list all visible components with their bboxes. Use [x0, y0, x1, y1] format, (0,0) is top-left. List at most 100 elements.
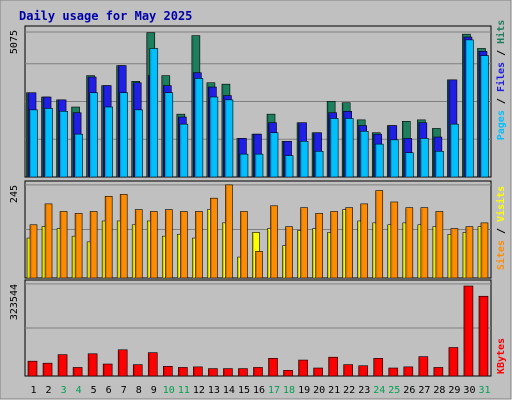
bar-kbytes — [373, 358, 384, 377]
x-tick-label: 8 — [136, 385, 142, 396]
bar-kbytes — [298, 359, 308, 377]
legend: Pages / Files / Hits — [495, 20, 507, 141]
x-tick-label: 29 — [448, 385, 460, 396]
bar-sites — [450, 228, 459, 279]
x-tick-label: 4 — [76, 385, 82, 396]
y-tick-label: 323544 — [9, 284, 20, 320]
bar-sites — [134, 209, 143, 279]
legend-separator: / — [496, 50, 507, 56]
legend-item: Pages — [496, 110, 507, 140]
bar-pages — [209, 96, 219, 178]
bar-sites — [330, 211, 338, 279]
x-tick-label: 30 — [463, 385, 475, 396]
x-tick-label: 23 — [358, 385, 370, 396]
bar-pages — [164, 92, 174, 178]
x-tick-label: 16 — [253, 385, 265, 396]
bar-sites — [119, 194, 128, 279]
bar-sites — [285, 226, 293, 279]
bar-pages — [239, 153, 249, 178]
legend-item: Files — [495, 62, 507, 92]
bar-kbytes — [178, 367, 188, 377]
legend-item: Sites — [495, 240, 507, 270]
bar-pages — [314, 150, 324, 178]
bar-kbytes — [403, 366, 414, 377]
bar-sites — [405, 207, 414, 279]
bar-kbytes — [117, 349, 128, 377]
bar-pages — [149, 48, 159, 178]
bar-pages — [59, 111, 68, 178]
bar-pages — [134, 109, 144, 178]
bar-sites — [210, 197, 218, 279]
bar-sites — [270, 205, 278, 279]
legend-item: Hits — [495, 20, 507, 44]
bar-pages — [119, 92, 128, 178]
bar-pages — [254, 153, 264, 178]
bar-sites — [74, 213, 83, 279]
x-tick-label: 5 — [91, 385, 97, 396]
bar-kbytes — [418, 356, 429, 377]
x-tick-label: 1 — [31, 385, 37, 396]
legend-item: KBytes — [496, 338, 507, 374]
bar-kbytes — [313, 367, 323, 377]
bar-kbytes — [132, 364, 143, 377]
x-tick-label: 18 — [283, 385, 295, 396]
bar-sites — [164, 209, 173, 279]
x-tick-label: 3 — [61, 385, 67, 396]
legend-separator: / — [496, 228, 507, 234]
bar-pages — [480, 55, 489, 178]
bar-pages — [389, 139, 399, 178]
bar-pages — [344, 118, 354, 178]
bar-pages — [44, 108, 53, 178]
bar-sites — [390, 201, 399, 279]
bar-kbytes — [57, 354, 68, 377]
bar-kbytes — [358, 365, 369, 377]
x-tick-label: 17 — [268, 385, 280, 396]
bar-pages — [359, 130, 369, 178]
bar-pages — [450, 123, 459, 178]
bar-kbytes — [42, 362, 53, 377]
x-tick-label: 6 — [106, 385, 112, 396]
x-tick-label: 14 — [223, 385, 235, 396]
bar-kbytes — [102, 363, 113, 377]
bar-sites — [225, 184, 233, 279]
bar-sites — [315, 213, 323, 279]
bar-sites — [29, 224, 38, 279]
bar-pages — [194, 78, 204, 178]
bar-sites — [59, 211, 68, 279]
x-tick-label: 26 — [403, 385, 415, 396]
x-tick-label: 22 — [343, 385, 355, 396]
x-tick-label: 25 — [388, 385, 400, 396]
bar-sites — [180, 211, 188, 279]
bar-sites — [255, 251, 263, 279]
x-tick-label: 21 — [328, 385, 340, 396]
bar-kbytes — [208, 368, 218, 377]
bar-sites — [300, 207, 308, 279]
legend-separator: / — [496, 98, 507, 104]
x-tick-label: 15 — [238, 385, 250, 396]
bar-pages — [89, 92, 98, 178]
bar-sites — [435, 211, 444, 279]
bar-kbytes — [433, 367, 444, 377]
bar-kbytes — [87, 353, 98, 377]
bar-kbytes — [147, 352, 158, 377]
x-tick-label: 10 — [163, 385, 175, 396]
bar-pages — [299, 140, 309, 178]
y-tick-label: 245 — [9, 185, 20, 203]
chart-title: Daily usage for May 2025 — [19, 9, 192, 23]
bar-pages — [405, 152, 414, 178]
bar-kbytes — [478, 295, 489, 377]
bar-kbytes — [388, 367, 399, 377]
x-tick-label: 11 — [178, 385, 190, 396]
legend: Sites / Visits — [495, 186, 507, 270]
bar-kbytes — [72, 367, 83, 377]
bar-sites — [345, 207, 353, 279]
bar-kbytes — [238, 368, 248, 377]
bar-pages — [435, 150, 444, 178]
bar-pages — [284, 155, 294, 178]
bar-pages — [374, 143, 384, 178]
bar-kbytes — [268, 358, 278, 377]
bar-sites — [465, 226, 474, 279]
bar-kbytes — [328, 356, 338, 377]
